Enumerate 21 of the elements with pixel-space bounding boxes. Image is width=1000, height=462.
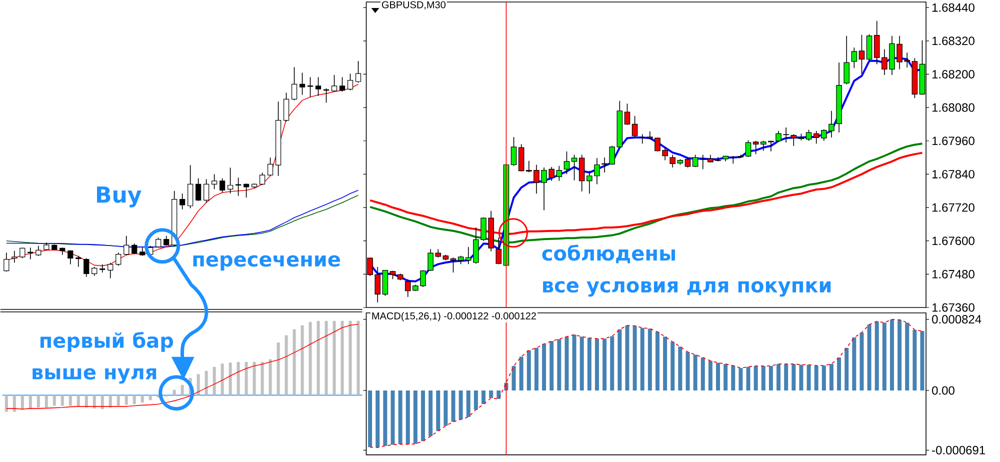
y-tick-label: 1.68080 [932, 103, 974, 112]
y-tick-label: 1.67840 [932, 170, 974, 179]
y-tick-label: 1.67600 [932, 236, 974, 246]
y-tick-label: 1.68320 [932, 36, 974, 46]
y-tick-label: 0.000824 [932, 315, 982, 324]
y-tick-label: 1.67360 [932, 303, 974, 312]
y-tick-label: 1.68440 [932, 3, 974, 12]
annotation: первый бар [40, 332, 174, 352]
annotation: все условия для покупки [543, 281, 831, 297]
annotation: Buy [97, 186, 142, 208]
y-tick-label: 1.68200 [932, 70, 974, 79]
annotation: соблюдены [542, 244, 675, 264]
y-tick-label: 1.67480 [932, 270, 974, 278]
annotation: пересечение [193, 255, 340, 271]
chart-title: MACD(15,26,1) -0.000122 -0.000122 [372, 312, 536, 322]
y-tick-label: 1.67720 [932, 203, 974, 212]
y-tick-label: -0.000691 [932, 446, 985, 454]
y-tick-label: 0.00 [932, 386, 954, 395]
chart-title: GBPUSD,M30 [382, 1, 446, 10]
annotation: выше нуля [32, 368, 156, 384]
y-tick-label: 1.67960 [932, 136, 974, 146]
